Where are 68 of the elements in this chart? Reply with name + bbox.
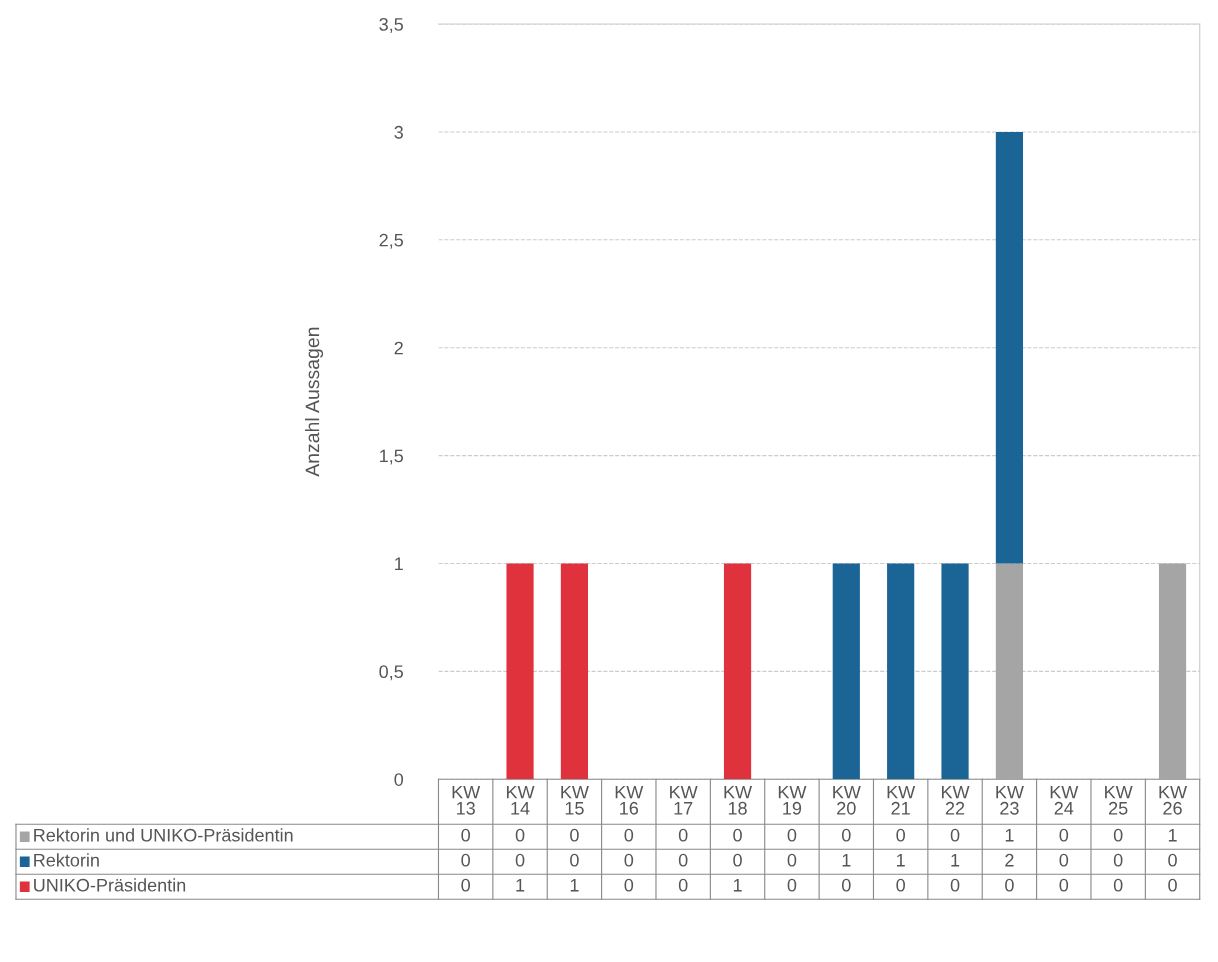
data-label: 0 <box>461 878 470 892</box>
data-label: 0 <box>1113 828 1123 842</box>
data-label: 0 <box>1168 853 1177 867</box>
x-tick-label: KW 18 <box>724 785 753 815</box>
x-tick-label: KW 17 <box>670 785 698 815</box>
data-label: 0 <box>841 878 851 892</box>
data-label: 0 <box>896 878 905 892</box>
data-label: 0 <box>678 878 688 892</box>
y-tick-label: 1 <box>395 557 403 570</box>
data-label: 0 <box>515 853 525 867</box>
y-tick-label: 2 <box>394 341 403 355</box>
data-label: 0 <box>896 828 905 842</box>
data-label: 0 <box>841 828 851 842</box>
x-tick-label: KW 24 <box>1050 785 1079 815</box>
data-label: 0 <box>787 878 797 892</box>
data-label: 0 <box>1059 853 1069 867</box>
legend-label: Rektorin und UNIKO-Präsidentin <box>34 828 293 842</box>
x-tick-label: KW 20 <box>833 785 861 815</box>
data-label: 1 <box>897 853 905 867</box>
legend-label: Rektorin <box>34 853 99 867</box>
data-label: 1 <box>516 878 525 892</box>
data-label: 0 <box>624 853 634 867</box>
x-tick-label: KW 21 <box>887 785 916 815</box>
data-label: 0 <box>1059 878 1069 892</box>
data-label: 0 <box>624 878 634 892</box>
data-label: 0 <box>1113 878 1123 892</box>
data-label: 1 <box>1168 828 1177 842</box>
data-label: 2 <box>1005 853 1014 867</box>
y-tick-label: 1,5 <box>380 449 403 465</box>
x-tick-label: KW 13 <box>452 785 481 815</box>
y-tick-label: 3,5 <box>379 17 403 33</box>
data-label: 1 <box>842 853 851 867</box>
y-tick-label: 3 <box>394 125 403 139</box>
data-label: 0 <box>1113 853 1123 867</box>
data-label: 0 <box>1059 828 1069 842</box>
x-tick-label: KW 22 <box>941 785 970 815</box>
data-label: 0 <box>950 878 960 892</box>
data-label: 1 <box>570 878 579 892</box>
data-label: 0 <box>461 828 470 842</box>
data-label: 0 <box>570 853 579 867</box>
data-label: 0 <box>787 828 797 842</box>
data-label: 0 <box>950 828 960 842</box>
data-label: 0 <box>787 853 797 867</box>
data-label: 0 <box>678 828 688 842</box>
y-tick-label: 0,5 <box>379 665 403 681</box>
legend-label: UNIKO-Präsidentin <box>34 878 186 892</box>
data-label: 0 <box>1168 878 1177 892</box>
data-label: 1 <box>1005 828 1014 842</box>
data-label: 1 <box>951 853 960 867</box>
x-tick-label: KW 19 <box>778 785 807 815</box>
data-label: 0 <box>624 828 634 842</box>
data-label: 0 <box>461 853 470 867</box>
data-label: 0 <box>678 853 688 867</box>
x-tick-label: KW 25 <box>1105 785 1133 815</box>
data-label: 0 <box>515 828 525 842</box>
y-tick-label: 0 <box>394 773 404 786</box>
x-tick-label: KW 14 <box>506 785 535 815</box>
y-axis-title: Anzahl Aussagen <box>304 327 324 477</box>
x-tick-label: KW 15 <box>561 785 589 815</box>
x-tick-label: KW 23 <box>996 785 1024 815</box>
data-label: 1 <box>733 878 742 892</box>
x-tick-label: KW 26 <box>1159 785 1188 815</box>
data-label: 0 <box>1005 878 1014 892</box>
x-tick-label: KW 16 <box>615 785 644 815</box>
data-label: 0 <box>570 828 579 842</box>
data-label: 0 <box>733 853 742 867</box>
y-tick-label: 2,5 <box>379 233 403 249</box>
data-label: 0 <box>733 828 742 842</box>
